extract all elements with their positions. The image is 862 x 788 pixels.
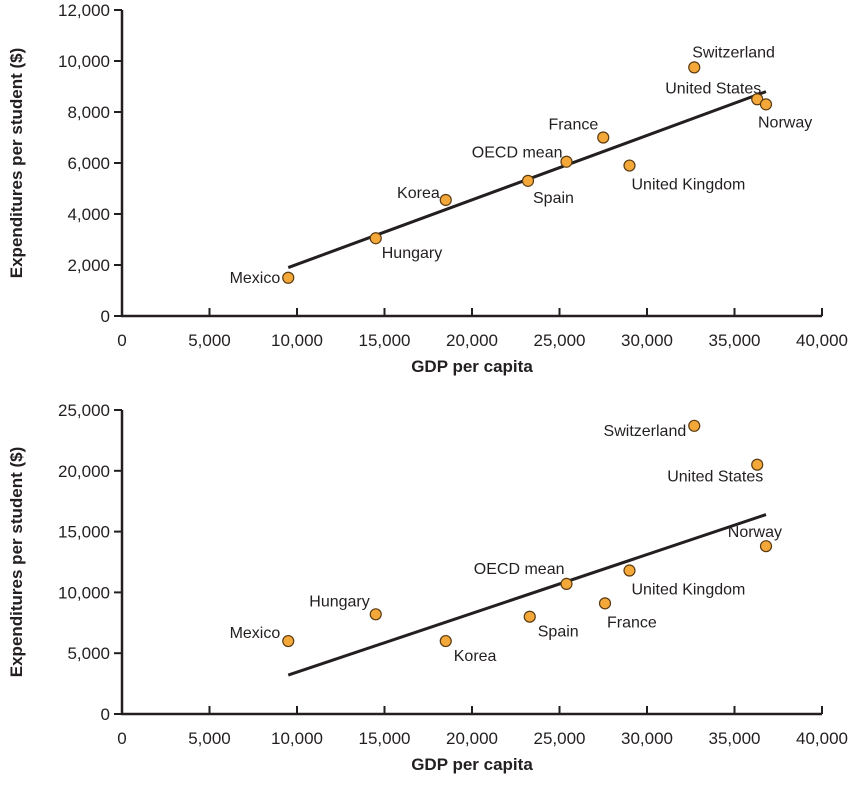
chart2-y-tick-label: 25,000 — [58, 401, 110, 420]
chart1-point-korea — [439, 193, 452, 207]
chart2-point-label-mexico: Mexico — [230, 625, 281, 642]
chart2-point-spain — [523, 610, 536, 623]
chart1-x-tick-label: 0 — [117, 331, 126, 350]
chart1-point-hungary — [369, 232, 382, 245]
chart1-point-label-mexico: Mexico — [230, 270, 281, 287]
chart2-point-label-united-states: United States — [667, 469, 763, 486]
chart2-x-tick-label: 10,000 — [271, 729, 323, 748]
chart2-point-label-oecd-mean: OECD mean — [474, 561, 565, 578]
chart1-point-label-korea: Korea — [397, 185, 440, 202]
chart1-x-axis-title: GDP per capita — [411, 357, 533, 376]
chart1-x-tick-label: 25,000 — [534, 331, 586, 350]
chart1-point-mexico — [282, 271, 295, 284]
chart2-point-label-spain: Spain — [538, 624, 579, 641]
chart2-x-tick-label: 0 — [117, 729, 126, 748]
chart2-point-label-hungary: Hungary — [309, 593, 369, 610]
chart1-x-tick-label: 5,000 — [188, 331, 231, 350]
chart1-point-united-kingdom — [623, 159, 636, 172]
chart2-point-label-norway: Norway — [728, 524, 782, 541]
chart2-y-tick-label: 10,000 — [58, 583, 110, 602]
chart1-point-label-spain: Spain — [533, 190, 574, 207]
chart2-point-hungary — [369, 608, 382, 621]
chart2-point-label-united-kingdom: United Kingdom — [632, 582, 746, 599]
chart1-y-tick-label: 12,000 — [58, 1, 110, 20]
chart1-y-tick-label: 0 — [101, 307, 110, 326]
chart2-point-label-korea: Korea — [454, 648, 497, 665]
chart1-point-switzerland — [688, 61, 701, 74]
chart1-point-label-united-states: United States — [665, 80, 761, 97]
chart2-y-tick-label: 5,000 — [67, 644, 110, 663]
chart2-y-tick-label: 20,000 — [58, 462, 110, 481]
chart2-x-tick-label: 25,000 — [534, 729, 586, 748]
chart2-x-tick-label: 40,000 — [796, 729, 848, 748]
chart1-point-france — [597, 131, 610, 144]
chart1-y-axis-title: Expenditures per student ($) — [7, 48, 26, 278]
chart1-x-tick-label: 35,000 — [709, 331, 761, 350]
chart2-x-tick-label: 5,000 — [188, 729, 231, 748]
chart1-x-tick-label: 30,000 — [621, 331, 673, 350]
chart1-y-tick-label: 10,000 — [58, 52, 110, 71]
chart1-point-label-oecd-mean: OECD mean — [472, 145, 563, 162]
chart2-x-tick-label: 15,000 — [359, 729, 411, 748]
chart2-y-tick-label: 0 — [101, 705, 110, 724]
chart1-point-label-switzerland: Switzerland — [692, 44, 775, 61]
chart1-x-tick-label: 40,000 — [796, 331, 848, 350]
chart2-point-label-switzerland: Switzerland — [604, 423, 687, 440]
chart1-point-oecd-mean — [560, 155, 573, 168]
chart2-x-tick-label: 30,000 — [621, 729, 673, 748]
chart2-point-switzerland — [688, 419, 701, 432]
chart1-y-tick-label: 6,000 — [67, 154, 110, 173]
chart1-x-tick-label: 15,000 — [359, 331, 411, 350]
chart1-y-tick-label: 4,000 — [67, 205, 110, 224]
chart1-point-label-united-kingdom: United Kingdom — [632, 177, 746, 194]
chart2-x-tick-label: 20,000 — [446, 729, 498, 748]
chart1-point-label-hungary: Hungary — [382, 245, 442, 262]
chart2-point-oecd-mean — [560, 577, 573, 590]
chart2-x-axis-title: GDP per capita — [411, 755, 533, 774]
chart1-point-label-norway: Norway — [758, 114, 812, 131]
chart2-point-united-kingdom — [623, 564, 636, 577]
chart2-point-united-states — [751, 458, 764, 471]
chart2-point-france — [598, 597, 612, 610]
chart1-point-norway — [759, 98, 773, 111]
chart1-x-tick-label: 10,000 — [271, 331, 323, 350]
chart1-point-spain — [521, 174, 535, 187]
chart2-point-korea — [439, 634, 452, 648]
chart1-x-tick-label: 20,000 — [446, 331, 498, 350]
chart1-y-tick-label: 8,000 — [67, 103, 110, 122]
chart2-x-tick-label: 35,000 — [709, 729, 761, 748]
chart2-point-mexico — [282, 634, 295, 648]
chart1-point-label-france: France — [548, 117, 598, 134]
chart2-y-axis-title: Expenditures per student ($) — [7, 447, 26, 677]
chart2-point-label-france: France — [607, 614, 657, 631]
chart2-trend-line — [287, 513, 767, 677]
chart2-point-norway — [759, 540, 773, 553]
chart1-y-tick-label: 2,000 — [67, 256, 110, 275]
chart2-y-tick-label: 15,000 — [58, 523, 110, 542]
